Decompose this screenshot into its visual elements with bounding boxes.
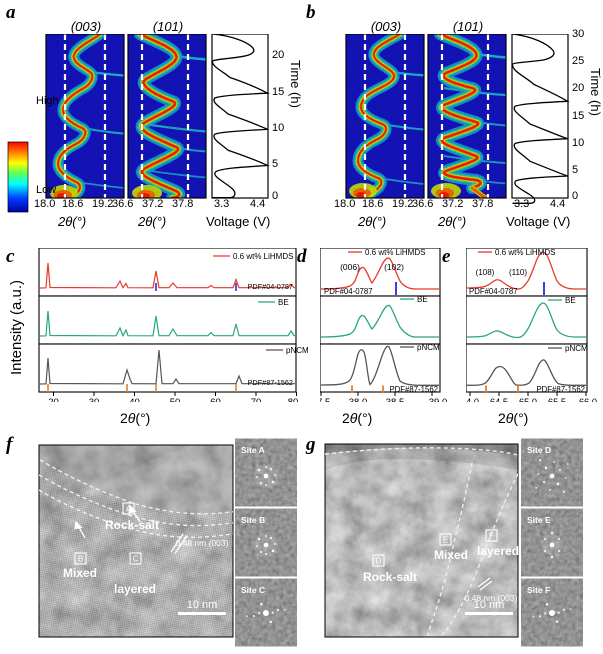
svg-text:0.6 wt% LiHMDS: 0.6 wt% LiHMDS bbox=[233, 252, 293, 261]
svg-text:PDF#04-0787: PDF#04-0787 bbox=[469, 287, 518, 296]
svg-text:Site E: Site E bbox=[527, 515, 551, 525]
svg-text:layered: layered bbox=[114, 582, 156, 596]
svg-text:(110): (110) bbox=[509, 268, 527, 277]
svg-text:C: C bbox=[133, 555, 139, 564]
svg-text:38.0: 38.0 bbox=[349, 397, 368, 402]
svg-text:pNCM: pNCM bbox=[565, 344, 588, 353]
svg-text:Site A: Site A bbox=[241, 445, 265, 455]
svg-text:10 nm: 10 nm bbox=[474, 599, 505, 611]
svg-text:10 nm: 10 nm bbox=[187, 599, 218, 611]
svg-text:(102): (102) bbox=[384, 262, 404, 272]
svg-text:70: 70 bbox=[251, 397, 262, 402]
svg-text:F: F bbox=[489, 532, 494, 541]
svg-text:0.6 wt% LiHMDS: 0.6 wt% LiHMDS bbox=[365, 248, 425, 257]
svg-text:layered: layered bbox=[477, 544, 519, 558]
svg-text:Mixed: Mixed bbox=[434, 548, 468, 562]
svg-text:BE: BE bbox=[278, 298, 289, 307]
svg-text:0.6 wt% LiHMDS: 0.6 wt% LiHMDS bbox=[495, 248, 555, 257]
svg-text:BE: BE bbox=[565, 296, 576, 305]
svg-text:65.5: 65.5 bbox=[548, 397, 566, 402]
svg-text:(108): (108) bbox=[476, 268, 495, 277]
svg-text:Site D: Site D bbox=[527, 445, 551, 455]
svg-text:Mixed: Mixed bbox=[63, 566, 97, 580]
svg-text:D: D bbox=[376, 557, 382, 566]
svg-text:E: E bbox=[443, 536, 448, 545]
svg-text:PDF#04-0787: PDF#04-0787 bbox=[248, 282, 293, 291]
svg-text:Site C: Site C bbox=[241, 585, 265, 595]
svg-text:64.5: 64.5 bbox=[490, 397, 508, 402]
svg-text:PDF#87-1562: PDF#87-1562 bbox=[248, 378, 293, 387]
svg-text:64.0: 64.0 bbox=[466, 397, 479, 402]
svg-text:30: 30 bbox=[89, 397, 100, 402]
svg-text:PDF#04-0787: PDF#04-0787 bbox=[324, 287, 373, 296]
svg-text:PDF#87-1562: PDF#87-1562 bbox=[389, 385, 438, 394]
svg-text:40: 40 bbox=[129, 397, 140, 402]
svg-text:Rock-salt: Rock-salt bbox=[363, 570, 417, 584]
svg-text:Site B: Site B bbox=[241, 515, 265, 525]
svg-text:65.0: 65.0 bbox=[519, 397, 537, 402]
svg-text:pNCM: pNCM bbox=[417, 343, 440, 352]
svg-text:38.5: 38.5 bbox=[386, 397, 405, 402]
svg-text:PDF#87-1562: PDF#87-1562 bbox=[536, 385, 585, 394]
svg-text:(006): (006) bbox=[340, 262, 360, 272]
svg-text:Rock-salt: Rock-salt bbox=[105, 518, 159, 532]
svg-text:A: A bbox=[126, 505, 132, 514]
svg-text:50: 50 bbox=[170, 397, 181, 402]
svg-text:66.0: 66.0 bbox=[579, 397, 597, 402]
svg-text:20: 20 bbox=[48, 397, 59, 402]
svg-text:BE: BE bbox=[417, 295, 428, 304]
svg-text:B: B bbox=[78, 555, 83, 564]
svg-text:37.5: 37.5 bbox=[320, 397, 330, 402]
svg-text:Site F: Site F bbox=[527, 585, 550, 595]
svg-text:0.48 nm (003): 0.48 nm (003) bbox=[176, 538, 229, 548]
svg-text:80: 80 bbox=[288, 397, 299, 402]
svg-text:60: 60 bbox=[210, 397, 221, 402]
